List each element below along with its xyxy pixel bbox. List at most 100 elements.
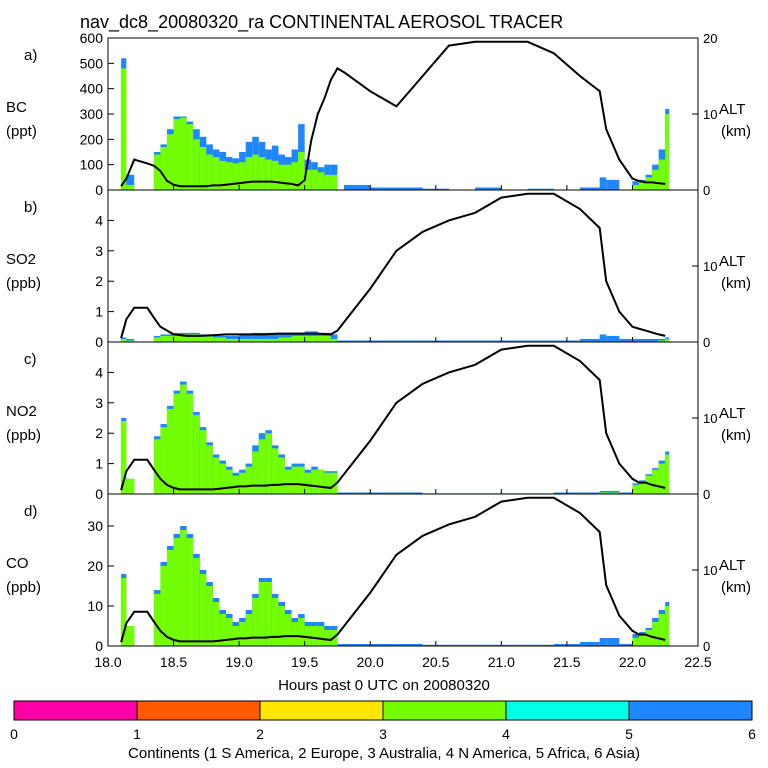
bar-n-america bbox=[186, 538, 194, 646]
bar-n-america bbox=[226, 162, 233, 190]
alt-tick-label: 0 bbox=[703, 639, 710, 654]
figure-title: nav_dc8_20080320_ra CONTINENTAL AEROSOL … bbox=[80, 12, 563, 33]
bar-asia bbox=[580, 338, 600, 342]
bar-asia bbox=[599, 177, 607, 190]
alt-tick-label: 0 bbox=[703, 335, 710, 350]
bar-n-america bbox=[239, 472, 246, 494]
bar-asia bbox=[370, 492, 397, 494]
bar-n-america bbox=[278, 164, 285, 190]
bar-n-america bbox=[232, 475, 240, 494]
altitude-line bbox=[120, 496, 666, 643]
bar-asia bbox=[606, 638, 620, 646]
bar-asia bbox=[370, 340, 397, 342]
bar-n-america bbox=[291, 335, 305, 342]
alt-unit-label: (km) bbox=[721, 427, 751, 444]
colorbar-tick-label: 4 bbox=[502, 726, 510, 742]
colorbar-swatch bbox=[382, 700, 507, 721]
bar-n-america bbox=[173, 119, 181, 190]
alt-tick-label: 0 bbox=[703, 183, 710, 198]
bar-n-america bbox=[173, 393, 181, 494]
panel-co: 0 10 20 30 0 10 d) CO (ppb) ALT (km) bbox=[6, 493, 751, 654]
alt-label: ALT bbox=[719, 405, 745, 422]
unit-label: (ppb) bbox=[6, 579, 41, 596]
bar-n-america bbox=[167, 134, 174, 190]
y-tick-label: 4 bbox=[95, 364, 103, 380]
bar-n-america bbox=[278, 337, 292, 342]
bar-n-america bbox=[658, 340, 666, 342]
alt-tick-label: 20 bbox=[703, 31, 717, 46]
y-tick-label: 3 bbox=[95, 243, 103, 259]
bar-n-america bbox=[239, 162, 246, 190]
bar-asia bbox=[527, 340, 554, 342]
bar-n-america bbox=[265, 159, 272, 190]
bar-n-america bbox=[324, 174, 331, 190]
y-tick-label: 0 bbox=[95, 334, 103, 350]
colorbar: 0 1 2 3 4 5 6 bbox=[10, 700, 756, 742]
bar-n-america bbox=[252, 154, 259, 190]
alt-tick-label: 10 bbox=[703, 259, 717, 274]
bar-n-america bbox=[330, 472, 338, 494]
bar-n-america bbox=[173, 334, 187, 342]
bar-asia bbox=[396, 340, 423, 342]
colorbar-label: Continents (1 S America, 2 Europe, 3 Aus… bbox=[128, 745, 640, 762]
panel-no2: 0 1 2 3 4 0 10 c) NO2 (ppb) ALT (km) bbox=[6, 341, 751, 502]
bar-n-america bbox=[186, 124, 194, 190]
alt-tick-label: 10 bbox=[703, 107, 717, 122]
bar-n-america bbox=[121, 68, 127, 190]
bar-asia bbox=[370, 644, 397, 646]
bar-n-america bbox=[126, 184, 135, 190]
bar-asia bbox=[658, 338, 666, 342]
altitude-line bbox=[120, 344, 666, 491]
bar-n-america bbox=[186, 393, 194, 494]
bar-asia bbox=[475, 340, 502, 342]
y-tick-label: 100 bbox=[80, 157, 104, 173]
bar-n-america bbox=[252, 598, 259, 646]
y-tick-label: 1 bbox=[95, 456, 103, 472]
bar-n-america bbox=[658, 463, 666, 494]
y-tick-label: 10 bbox=[87, 598, 103, 614]
bar-n-america bbox=[658, 159, 666, 190]
x-tick-label: 18.0 bbox=[94, 654, 121, 670]
bar-n-america bbox=[180, 530, 187, 646]
bar-n-america bbox=[239, 338, 253, 342]
bar-n-america bbox=[212, 457, 220, 494]
bar-n-america bbox=[258, 157, 266, 190]
bar-n-america bbox=[652, 469, 659, 494]
unit-label: (ppb) bbox=[6, 275, 41, 292]
y-tick-label: 600 bbox=[80, 30, 104, 46]
bar-n-america bbox=[645, 475, 653, 494]
bar-n-america bbox=[252, 338, 266, 342]
bar-n-america bbox=[311, 469, 318, 494]
bar-asia bbox=[370, 187, 397, 190]
bar-n-america bbox=[665, 606, 670, 646]
bar-n-america bbox=[632, 638, 639, 646]
bar-asia bbox=[126, 174, 135, 190]
bar-n-america bbox=[206, 154, 213, 190]
bar-n-america bbox=[226, 618, 233, 646]
bar-n-america bbox=[639, 481, 646, 494]
bar-asia bbox=[396, 644, 423, 646]
bar-n-america bbox=[298, 618, 305, 646]
bar-n-america bbox=[278, 606, 285, 646]
bar-n-america bbox=[291, 466, 299, 494]
bar-n-america bbox=[173, 538, 181, 646]
alt-label: ALT bbox=[719, 101, 745, 118]
bar-n-america bbox=[245, 614, 253, 646]
species-label: BC bbox=[6, 99, 27, 116]
bar-asia bbox=[126, 338, 135, 342]
bar-asia bbox=[337, 644, 371, 646]
unit-label: (ppb) bbox=[6, 427, 41, 444]
bar-n-america bbox=[304, 335, 318, 342]
bar-asia bbox=[344, 184, 371, 190]
bar-n-america bbox=[180, 117, 187, 190]
bar-n-america bbox=[304, 472, 312, 494]
bar-n-america bbox=[304, 169, 312, 190]
bar-asia bbox=[501, 644, 528, 646]
bar-asia bbox=[580, 187, 600, 190]
y-tick-label: 30 bbox=[87, 518, 103, 534]
colorbar-swatch bbox=[13, 700, 138, 721]
y-tick-label: 1 bbox=[95, 304, 103, 320]
bar-asia bbox=[501, 340, 528, 342]
x-tick-label: 20.0 bbox=[357, 654, 384, 670]
bar-n-america bbox=[121, 578, 127, 646]
